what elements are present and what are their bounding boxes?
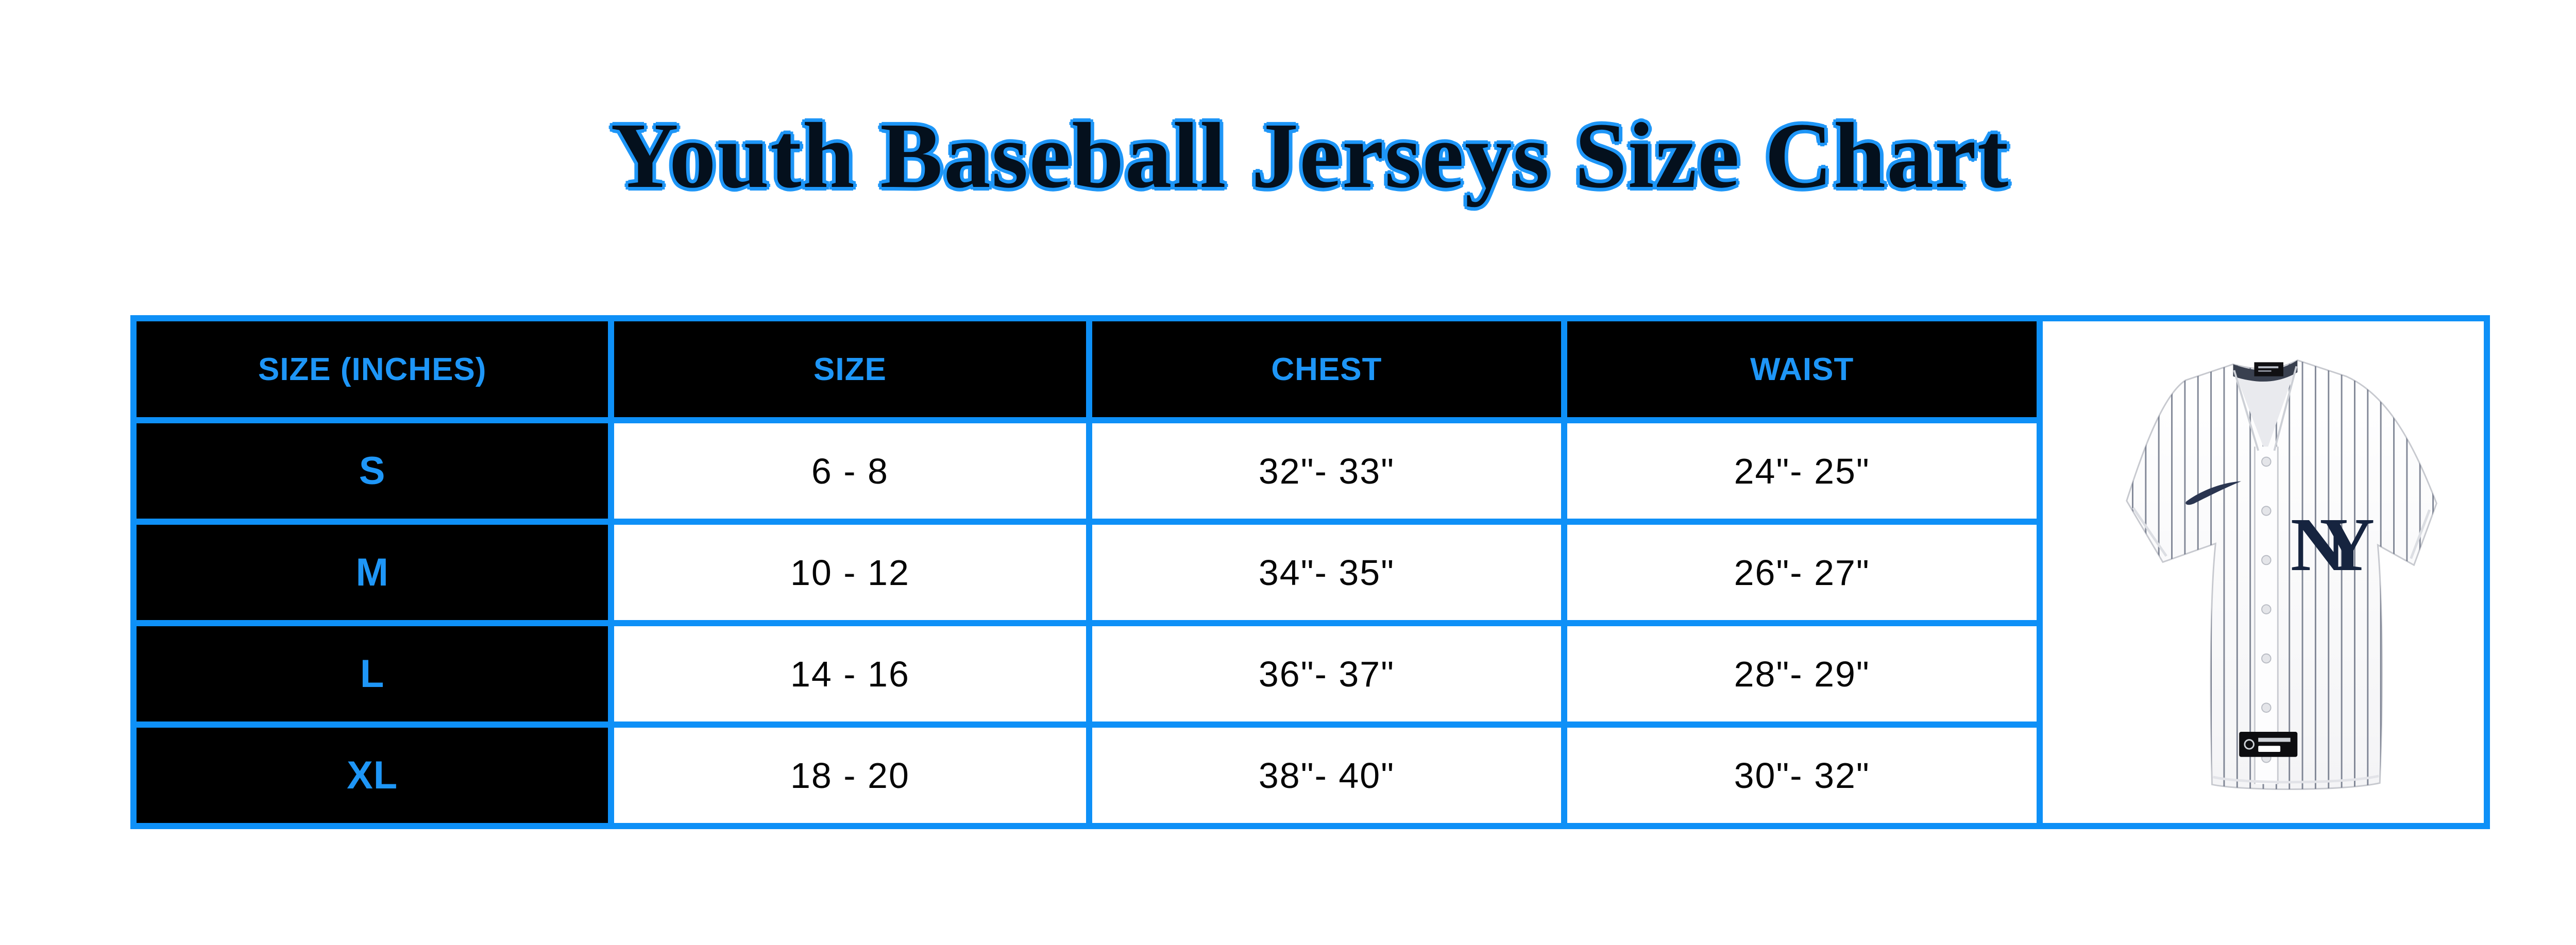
column-header-chest: CHEST: [1086, 315, 1568, 423]
column-header-waist: WAIST: [1561, 315, 2043, 423]
row-label-m: M: [130, 519, 615, 626]
cell-s-chest: 32"- 33": [1086, 417, 1568, 525]
jersey-buttons: [2261, 456, 2272, 763]
cell-s-waist: 24"- 25": [1561, 417, 2043, 525]
cell-m-size: 10 - 12: [608, 519, 1092, 626]
collar-tag: [2254, 362, 2284, 376]
page-title: Youth Baseball Jerseys Size Chart: [611, 104, 2010, 208]
cell-xl-waist: 30"- 32": [1561, 721, 2043, 829]
cell-xl-size: 18 - 20: [608, 721, 1092, 829]
header-row: SIZE (INCHES) SIZE CHEST WAIST: [130, 315, 2490, 829]
nike-swoosh-icon: [2185, 480, 2242, 505]
cell-l-size: 14 - 16: [608, 620, 1092, 728]
row-label-xl: XL: [130, 721, 615, 829]
jock-tag: [2239, 731, 2298, 757]
table-row-s: S 6 - 8 32"- 33" 24"- 25": [130, 417, 2487, 525]
cell-l-chest: 36"- 37": [1086, 620, 1568, 728]
cell-m-chest: 34"- 35": [1086, 519, 1568, 626]
table-row-l: L 14 - 16 36"- 37" 28"- 29": [130, 620, 2487, 728]
column-header-size: SIZE: [608, 315, 1092, 423]
cell-l-waist: 28"- 29": [1561, 620, 2043, 728]
table-row-m: M 10 - 12 34"- 35" 26"- 27": [130, 519, 2487, 626]
neck-opening: [2234, 366, 2297, 453]
size-chart-table: SIZE (INCHES) SIZE CHEST WAIST: [130, 315, 2490, 829]
cell-m-waist: 26"- 27": [1561, 519, 2043, 626]
cell-xl-chest: 38"- 40": [1086, 721, 1568, 829]
table-row-xl: XL 18 - 20 38"- 40" 30"- 32": [130, 721, 2487, 829]
cell-s-size: 6 - 8: [608, 417, 1092, 525]
row-label-l: L: [130, 620, 615, 728]
row-label-s: S: [130, 417, 615, 525]
jersey-body: [2126, 359, 2437, 790]
column-header-size-inches: SIZE (INCHES): [130, 315, 615, 423]
button-placket: [2255, 446, 2278, 784]
jersey-image: NY: [2126, 359, 2437, 790]
jersey-cell: NY: [2037, 315, 2490, 829]
